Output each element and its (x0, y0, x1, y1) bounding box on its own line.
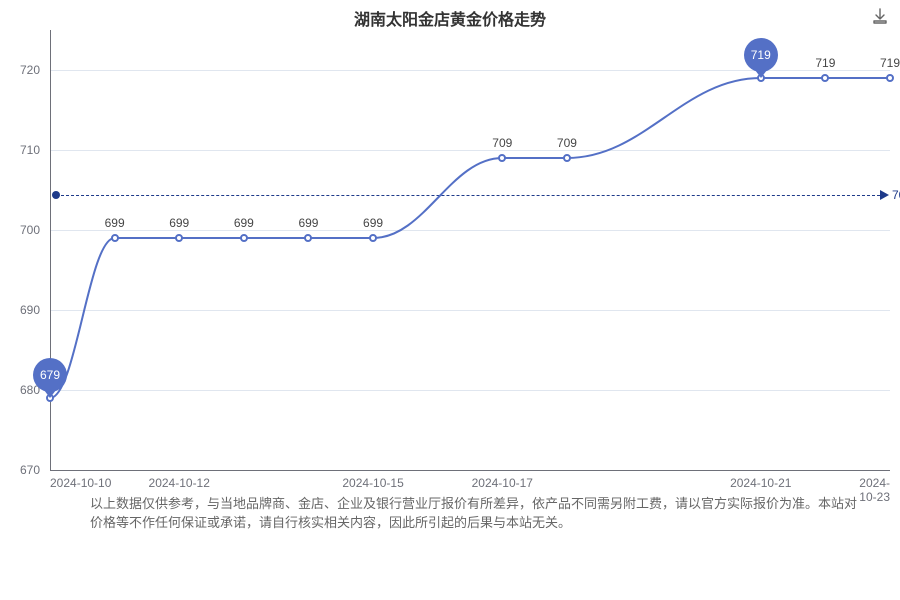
data-point-label: 709 (492, 136, 512, 156)
data-point-label: 709 (557, 136, 577, 156)
data-point-label: 719 (815, 56, 835, 76)
disclaimer-text: 以上数据仅供参考，与当地品牌商、金店、企业及银行营业厅报价有所差异，依产品不同需… (90, 495, 860, 533)
average-label: 704.4 (892, 188, 900, 202)
data-point-label: 699 (169, 216, 189, 236)
series-line-svg (50, 30, 890, 470)
data-point-label: 699 (298, 216, 318, 236)
x-tick-label: 2024-10-15 (342, 476, 403, 490)
download-icon[interactable] (872, 8, 890, 26)
y-tick-label: 670 (10, 463, 40, 477)
min-value-bubble: 679 (33, 358, 67, 392)
chart-title: 湖南太阳金店黄金价格走势 (0, 6, 900, 30)
x-tick-label: 2024-10-21 (730, 476, 791, 490)
chart-plot-area: 6706806907007107202024-10-102024-10-1220… (50, 30, 890, 470)
y-tick-label: 700 (10, 223, 40, 237)
data-point-label: 719 (880, 56, 900, 76)
x-tick-label: 2024-10-12 (149, 476, 210, 490)
x-tick-label: 2024-10-10 (50, 476, 111, 490)
data-point-label: 699 (234, 216, 254, 236)
y-tick-label: 690 (10, 303, 40, 317)
x-axis (50, 470, 890, 471)
x-tick-label: 2024-10-17 (472, 476, 533, 490)
max-value-bubble-tail (755, 70, 767, 78)
data-point-label: 699 (363, 216, 383, 236)
y-tick-label: 720 (10, 63, 40, 77)
y-tick-label: 710 (10, 143, 40, 157)
max-value-bubble: 719 (744, 38, 778, 72)
min-value-bubble-tail (44, 390, 56, 398)
data-point-label: 699 (105, 216, 125, 236)
x-tick-label: 2024-10-23 (859, 476, 890, 504)
